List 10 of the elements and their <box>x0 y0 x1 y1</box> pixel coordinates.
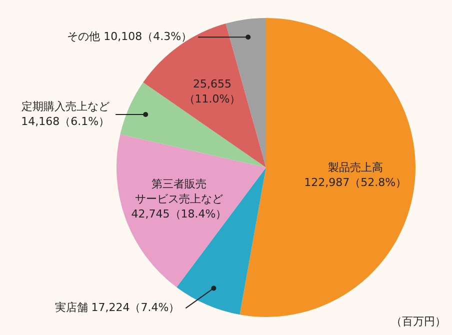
data-label: 122,987（52.8%） <box>304 176 407 189</box>
data-label: 14,168（6.1%） <box>21 114 110 128</box>
slice-label: 定期購入売上など <box>22 100 110 113</box>
slice-label: その他 10,108（4.3%） <box>67 30 192 44</box>
data-label: 25,655 （11.0%） <box>184 77 241 106</box>
slice-label: 第三者販売サービス売上など <box>135 177 224 206</box>
slice-label: 製品売上高 <box>328 160 383 174</box>
slice-label: 実店舗 17,224（7.4%） <box>54 301 180 314</box>
text: （百万円） <box>391 314 446 329</box>
data-label: 42,745（18.4%） <box>131 207 227 220</box>
